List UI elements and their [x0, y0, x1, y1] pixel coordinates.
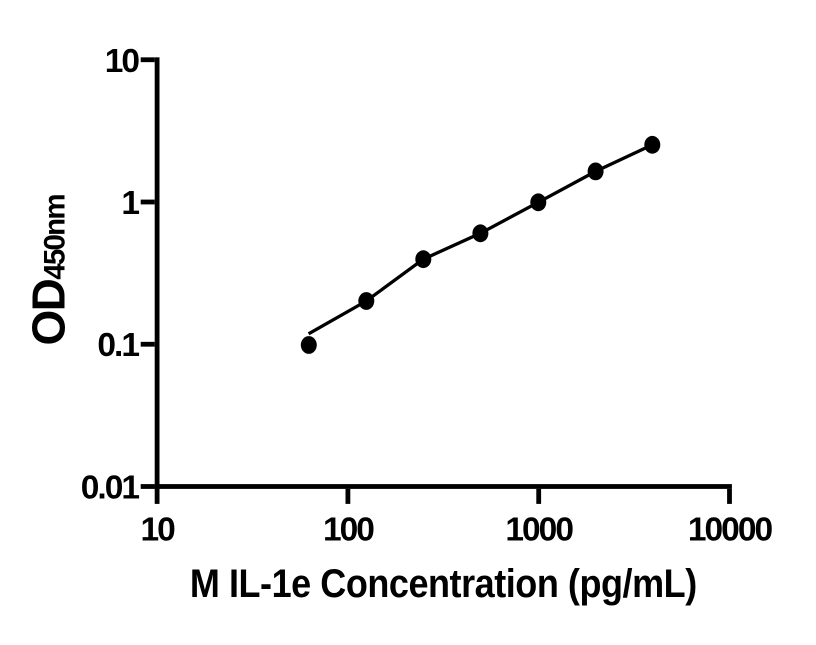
svg-text:0.01: 0.01 — [81, 469, 140, 506]
svg-text:100: 100 — [323, 511, 374, 548]
svg-text:10: 10 — [105, 43, 140, 80]
svg-text:1000: 1000 — [505, 511, 573, 548]
svg-text:10000: 10000 — [688, 511, 773, 548]
svg-text:0.1: 0.1 — [97, 327, 139, 364]
svg-text:10: 10 — [140, 511, 175, 548]
svg-text:M IL-1e Concentration (pg/mL): M IL-1e Concentration (pg/mL) — [190, 563, 697, 607]
svg-text:1: 1 — [121, 185, 139, 222]
